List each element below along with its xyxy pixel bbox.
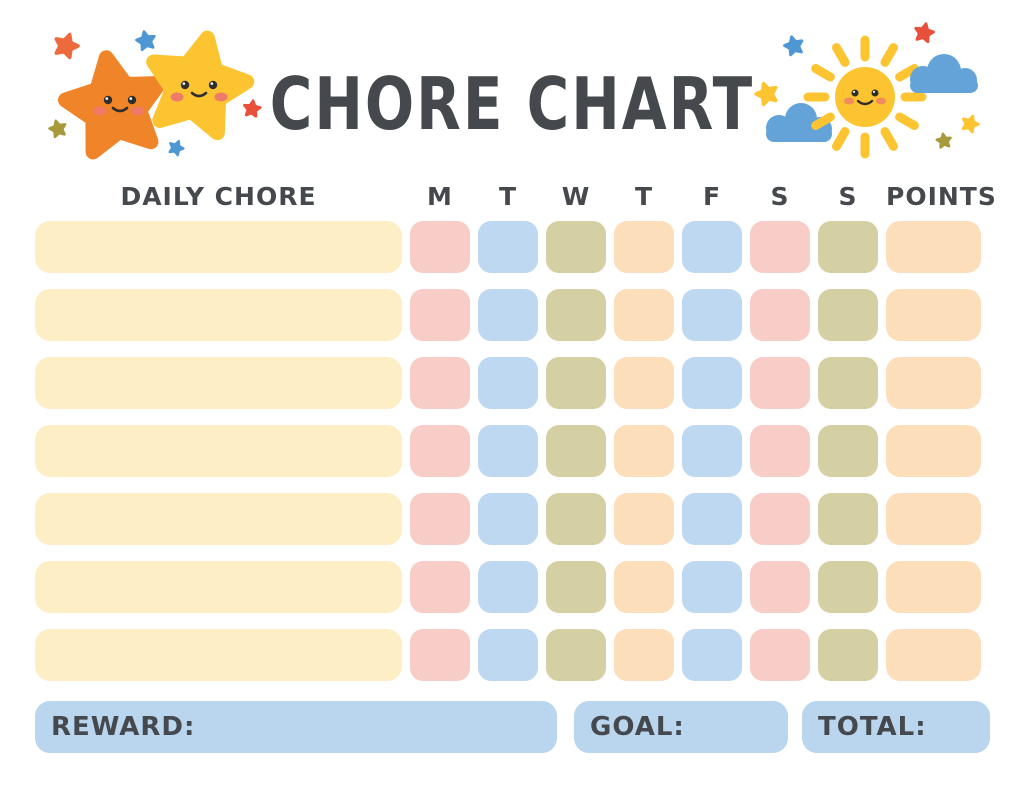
- points-field[interactable]: [886, 629, 981, 681]
- day-cell[interactable]: [818, 289, 878, 341]
- orange-star-face: [93, 95, 145, 116]
- day-cell[interactable]: [410, 221, 470, 273]
- day-cell[interactable]: [750, 289, 810, 341]
- day-header: W: [561, 182, 591, 211]
- goal-field[interactable]: GOAL:: [574, 701, 788, 753]
- points-field[interactable]: [886, 357, 981, 409]
- day-cell[interactable]: [410, 629, 470, 681]
- points-header: POINTS: [886, 182, 997, 211]
- day-cell[interactable]: [750, 561, 810, 613]
- day-cell[interactable]: [682, 221, 742, 273]
- day-cell[interactable]: [478, 425, 538, 477]
- day-cell[interactable]: [546, 425, 606, 477]
- reward-field[interactable]: REWARD:: [35, 701, 557, 753]
- day-header: F: [702, 182, 722, 211]
- stars-decoration: [46, 15, 263, 165]
- day-cell[interactable]: [410, 561, 470, 613]
- chore-name-field[interactable]: [35, 493, 402, 545]
- day-cell[interactable]: [478, 289, 538, 341]
- sun-face: [844, 89, 886, 106]
- day-cell[interactable]: [546, 629, 606, 681]
- day-cell[interactable]: [410, 289, 470, 341]
- day-cell[interactable]: [614, 357, 674, 409]
- total-label: TOTAL:: [818, 712, 927, 742]
- day-cell[interactable]: [614, 561, 674, 613]
- points-field[interactable]: [886, 221, 981, 273]
- day-cell[interactable]: [546, 221, 606, 273]
- cloud-icon: [910, 54, 978, 93]
- sun-clouds-decoration: [752, 20, 982, 159]
- points-field[interactable]: [886, 561, 981, 613]
- footer-row: REWARD: GOAL: TOTAL:: [35, 701, 990, 753]
- day-cell[interactable]: [410, 425, 470, 477]
- day-cell[interactable]: [478, 221, 538, 273]
- day-header: T: [634, 182, 654, 211]
- day-header: T: [498, 182, 518, 211]
- chore-name-field[interactable]: [35, 561, 402, 613]
- chore-name-field[interactable]: [35, 629, 402, 681]
- day-cell[interactable]: [818, 561, 878, 613]
- column-headers: DAILY CHORE M T W T F S S POINTS: [35, 182, 997, 211]
- day-cell[interactable]: [818, 357, 878, 409]
- chore-name-field[interactable]: [35, 289, 402, 341]
- day-cell[interactable]: [614, 289, 674, 341]
- day-cell[interactable]: [546, 561, 606, 613]
- yellow-star-face: [170, 80, 228, 102]
- page-title: CHORE CHART: [269, 61, 755, 147]
- chore-name-field[interactable]: [35, 425, 402, 477]
- day-cell[interactable]: [682, 493, 742, 545]
- day-cell[interactable]: [614, 221, 674, 273]
- day-cell[interactable]: [478, 629, 538, 681]
- reward-label: REWARD:: [51, 712, 196, 742]
- daily-chore-header: DAILY CHORE: [120, 182, 317, 211]
- day-header: S: [838, 182, 858, 211]
- day-cell[interactable]: [818, 493, 878, 545]
- total-field[interactable]: TOTAL:: [802, 701, 990, 753]
- day-cell[interactable]: [546, 357, 606, 409]
- day-cell[interactable]: [818, 629, 878, 681]
- day-cell[interactable]: [750, 425, 810, 477]
- day-cell[interactable]: [478, 357, 538, 409]
- sun-icon: [803, 35, 927, 159]
- goal-label: GOAL:: [590, 712, 685, 742]
- points-field[interactable]: [886, 493, 981, 545]
- day-header: S: [770, 182, 790, 211]
- day-cell[interactable]: [818, 425, 878, 477]
- points-field[interactable]: [886, 289, 981, 341]
- points-field[interactable]: [886, 425, 981, 477]
- day-cell[interactable]: [818, 221, 878, 273]
- day-cell[interactable]: [478, 561, 538, 613]
- day-cell[interactable]: [682, 629, 742, 681]
- chore-chart-grid: DAILY CHORE M T W T F S S POINTS: [35, 182, 997, 681]
- day-cell[interactable]: [546, 289, 606, 341]
- chore-name-field[interactable]: [35, 221, 402, 273]
- day-cell[interactable]: [410, 357, 470, 409]
- grid-body: [35, 221, 981, 681]
- day-cell[interactable]: [614, 493, 674, 545]
- day-cell[interactable]: [750, 629, 810, 681]
- day-cell[interactable]: [750, 493, 810, 545]
- day-cell[interactable]: [546, 493, 606, 545]
- day-cell[interactable]: [614, 425, 674, 477]
- day-cell[interactable]: [682, 357, 742, 409]
- day-cell[interactable]: [682, 561, 742, 613]
- day-cell[interactable]: [410, 493, 470, 545]
- day-cell[interactable]: [750, 221, 810, 273]
- day-cell[interactable]: [750, 357, 810, 409]
- day-cell[interactable]: [682, 425, 742, 477]
- day-cell[interactable]: [682, 289, 742, 341]
- day-cell[interactable]: [614, 629, 674, 681]
- day-cell[interactable]: [478, 493, 538, 545]
- chore-name-field[interactable]: [35, 357, 402, 409]
- day-header: M: [427, 182, 453, 211]
